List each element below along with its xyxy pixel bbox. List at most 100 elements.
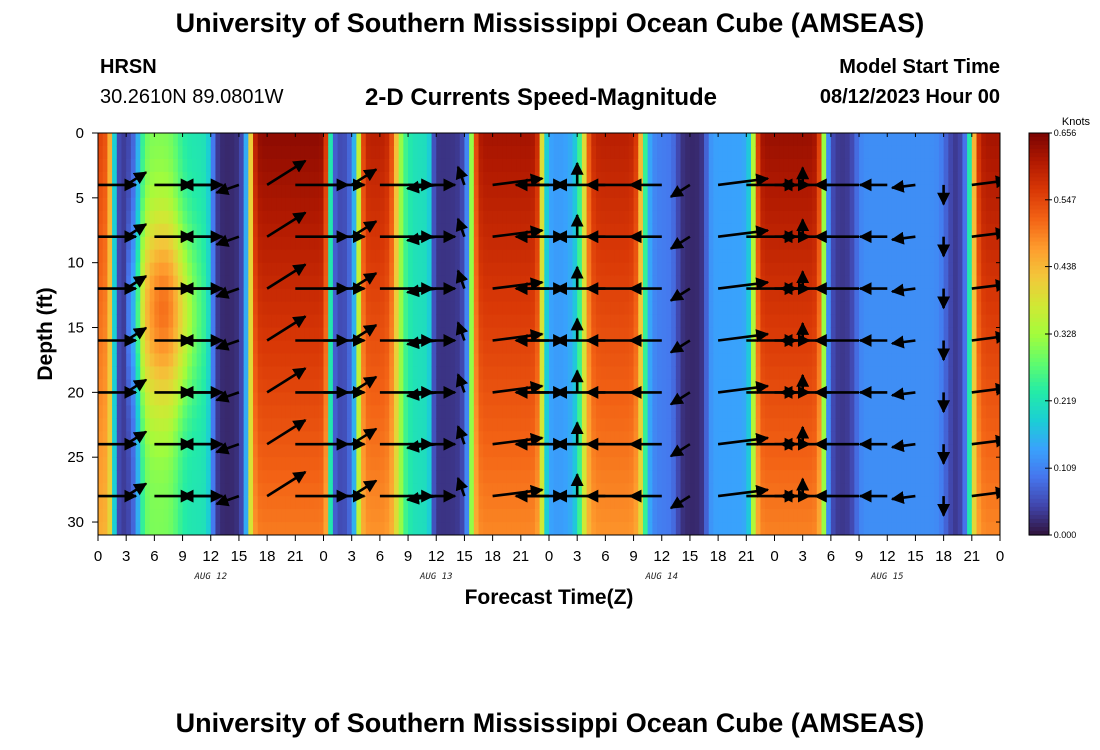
heatmap-cell [769,145,776,160]
heatmap-cell [610,262,616,277]
heatmap-cell [492,392,498,406]
heatmap-cell [238,133,245,147]
heatmap-cell [638,340,644,355]
heatmap-cell [835,470,841,484]
heatmap-cell [389,158,395,173]
heatmap-cell [295,275,301,290]
heatmap-cell [398,509,404,523]
heatmap-cell [234,133,240,147]
heatmap-cell [525,197,531,212]
heatmap-cell [116,340,123,355]
heatmap-cell [840,431,846,445]
heatmap-cell [840,262,846,277]
heatmap-cell [300,236,306,251]
heatmap-cell [140,262,146,277]
heatmap-cell [605,353,611,368]
heatmap-cell [835,522,841,535]
heatmap-cell [393,249,400,264]
heatmap-cell [506,418,513,432]
heatmap-cell [727,158,733,173]
heatmap-cell [469,133,475,147]
heatmap-cell [163,249,170,264]
heatmap-cell [544,392,550,406]
heatmap-cell [849,392,855,406]
heatmap-cell [234,522,240,535]
heatmap-cell [469,392,475,406]
heatmap-cell [826,457,832,471]
heatmap-cell [234,327,240,342]
heatmap-cell [422,405,428,419]
heatmap-cell [201,184,207,199]
heatmap-cell [751,431,757,445]
heatmap-cell [149,314,155,329]
heatmap-cell [149,197,155,212]
heatmap-cell [487,158,494,173]
heatmap-cell [595,145,602,160]
heatmap-cell [755,301,762,316]
heatmap-cell [563,171,569,186]
heatmap-cell [675,249,682,264]
heatmap-cell [487,340,494,355]
heatmap-cell [370,133,376,147]
heatmap-cell [807,496,813,510]
heatmap-cell [642,483,649,497]
heatmap-cell [318,236,325,251]
heatmap-cell [177,457,184,471]
heatmap-cell [539,262,545,277]
heatmap-cell [534,496,541,510]
heatmap-cell [295,197,301,212]
heatmap-cell [755,249,762,264]
heatmap-cell [182,366,188,380]
heatmap-cell [633,522,639,535]
heatmap-cell [323,353,329,368]
heatmap-cell [267,392,273,406]
heatmap-cell [375,366,381,380]
heatmap-cell [666,184,672,199]
heatmap-cell [126,353,132,368]
heatmap-cell [760,470,766,484]
heatmap-cell [412,145,419,160]
heatmap-cell [389,327,395,342]
heatmap-cell [417,301,423,316]
heatmap-cell [393,457,400,471]
heatmap-cell [638,171,644,186]
heatmap-cell [807,197,813,212]
heatmap-cell [290,353,296,368]
heatmap-cell [262,496,268,510]
heatmap-cell [835,133,841,147]
heatmap-cell [459,457,466,471]
heatmap-cell [666,496,672,510]
heatmap-cell [285,483,292,497]
heatmap-cell [718,145,724,160]
heatmap-cell [243,158,249,173]
heatmap-cell [539,340,545,355]
heatmap-cell [314,262,320,277]
heatmap-cell [253,171,259,186]
heatmap-cell [102,431,108,445]
heatmap-cell [628,366,635,380]
heatmap-cell [619,223,625,238]
heatmap-cell [572,353,578,368]
heatmap-cell [549,509,555,523]
heatmap-cell [323,262,329,277]
heatmap-cell [140,236,146,251]
heatmap-cell [657,314,663,329]
heatmap-cell [492,314,498,329]
heatmap-cell [732,133,738,147]
heatmap-cell [182,340,188,355]
heatmap-cell [610,275,616,290]
heatmap-cell [271,470,278,484]
heatmap-cell [741,275,747,290]
heatmap-cell [149,288,155,303]
heatmap-cell [206,210,212,225]
heatmap-cell [464,301,470,316]
heatmap-cell [844,522,851,535]
heatmap-cell [361,509,367,523]
heatmap-cell [614,210,621,225]
heatmap-cell [826,158,832,173]
heatmap-cell [417,444,423,458]
heatmap-cell [220,522,226,535]
heatmap-cell [600,288,606,303]
heatmap-cell [657,496,663,510]
heatmap-cell [572,340,578,355]
